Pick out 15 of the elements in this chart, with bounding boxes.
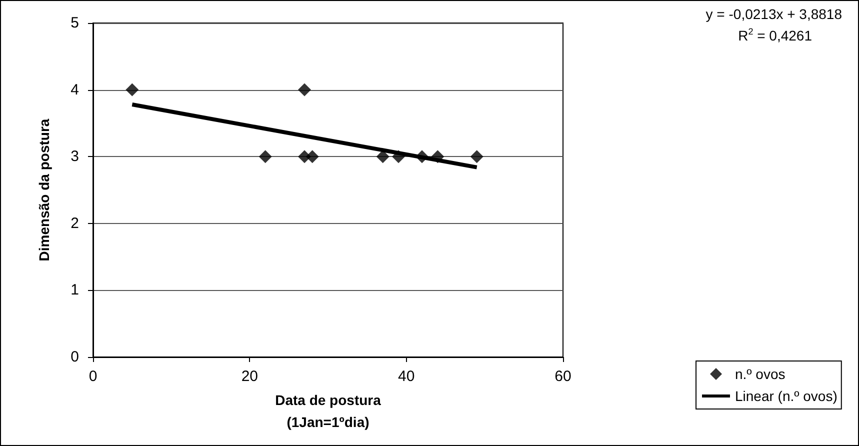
legend-label: Linear (n.º ovos) [735, 388, 838, 404]
y-tick-label: 2 [70, 214, 79, 232]
y-tick-label: 3 [70, 148, 79, 166]
y-tick-label: 1 [70, 282, 79, 299]
x-axis-title: Data de postura (1Jan=1ºdia) [275, 392, 382, 430]
x-tick-label: 0 [88, 368, 98, 385]
y-tick-label: 5 [70, 14, 79, 32]
legend-label: n.º ovos [735, 366, 786, 382]
text: y = -0,0213x + 3,8818 [706, 6, 842, 22]
y-axis-title: Dimensão da postura [36, 118, 52, 262]
x-tick-label: 60 [554, 368, 572, 385]
x-tick-label: 20 [241, 368, 258, 385]
x-tick-label: 40 [398, 368, 415, 385]
y-tick-label: 4 [70, 81, 79, 98]
y-tick-label: 0 [70, 348, 79, 366]
